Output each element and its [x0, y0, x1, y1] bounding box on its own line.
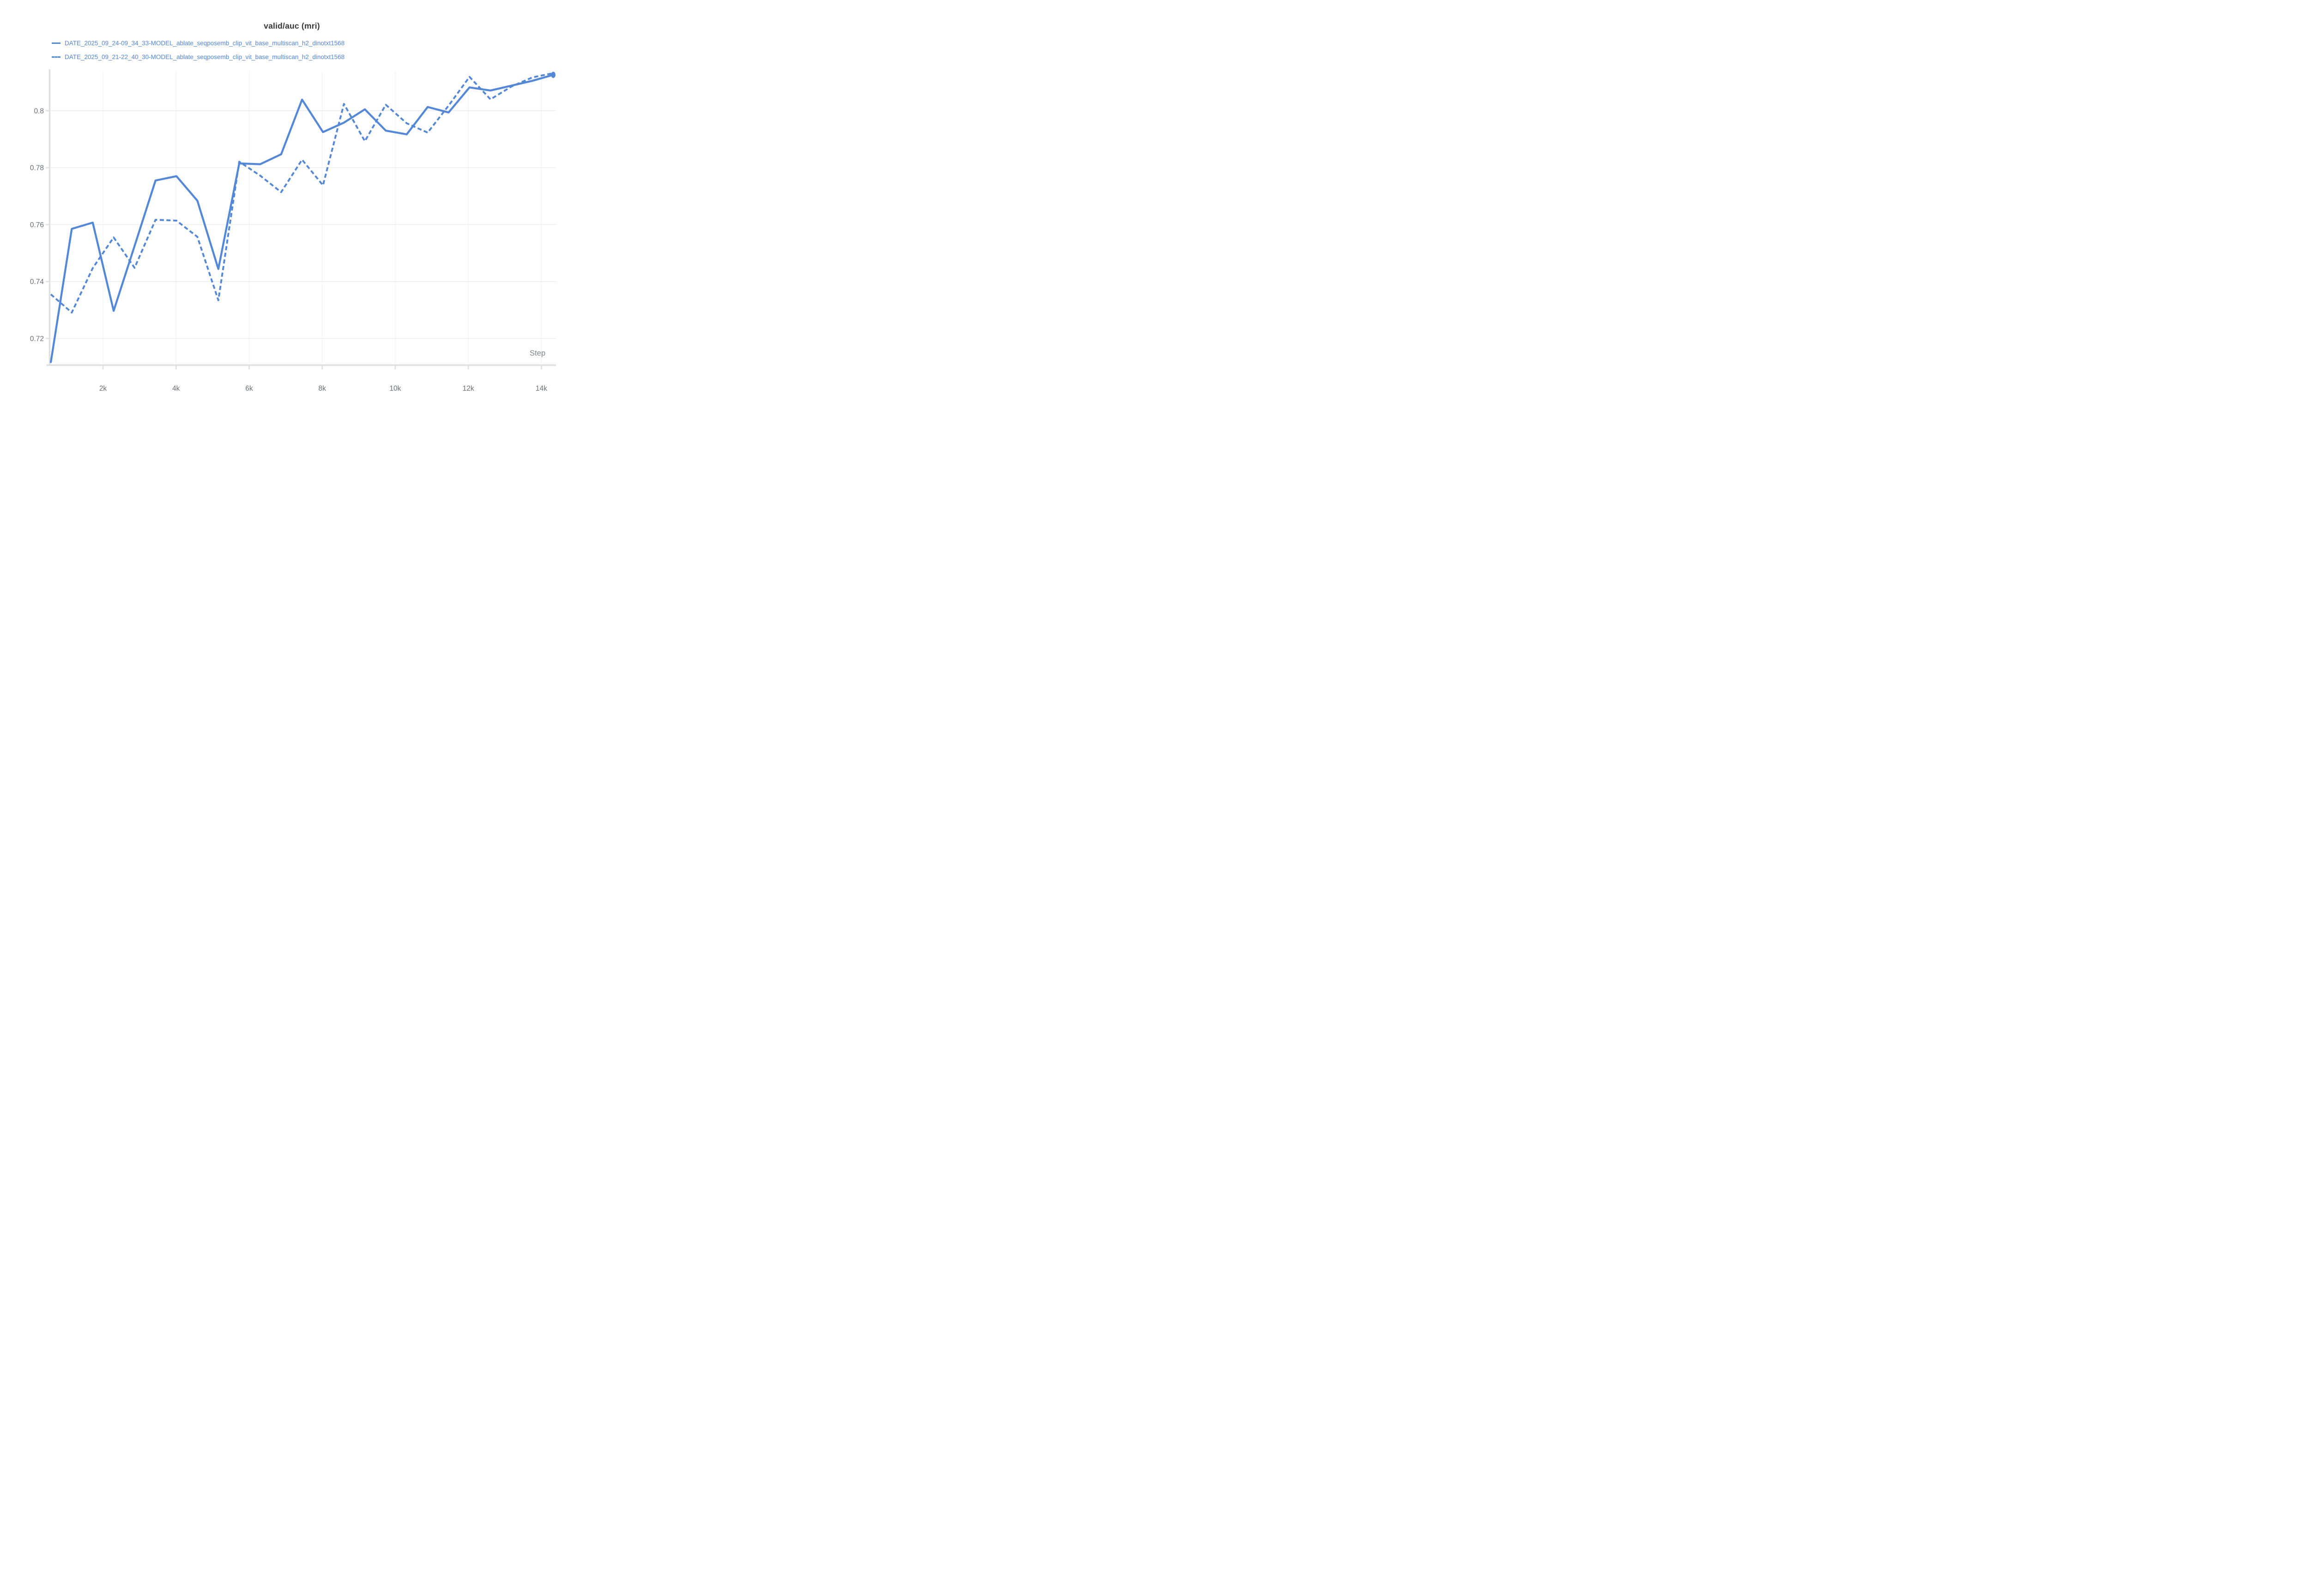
- legend-label-run1[interactable]: DATE_2025_09_24-09_34_33-MODEL_ablate_se…: [65, 40, 345, 47]
- chart-title: valid/auc (mri): [264, 21, 320, 30]
- legend-item-run1[interactable]: DATE_2025_09_24-09_34_33-MODEL_ablate_se…: [52, 40, 345, 47]
- x-axis-label: Step: [530, 349, 545, 357]
- legend-label-run2[interactable]: DATE_2025_09_21-22_40_30-MODEL_ablate_se…: [65, 54, 345, 60]
- x-tick-label: 10k: [389, 385, 401, 393]
- x-tick-label: 2k: [99, 385, 107, 393]
- y-tick-label: 0.74: [30, 278, 44, 286]
- x-tick-label: 6k: [245, 385, 253, 393]
- plot-area[interactable]: 2k 4k 6k 8k 10k 12k 14k 0.72 0.74 0.76 0.78 0.8 Step: [0, 0, 584, 399]
- series-end-dot: [551, 72, 556, 78]
- series-line-1-solid[interactable]: [49, 73, 555, 363]
- y-tick-label: 0.8: [34, 107, 44, 115]
- legend-item-run2[interactable]: DATE_2025_09_21-22_40_30-MODEL_ablate_se…: [52, 54, 345, 60]
- x-tick-label: 8k: [318, 385, 326, 393]
- legend-swatch-solid-line-icon: [52, 42, 60, 44]
- y-tick-label: 0.76: [30, 221, 44, 229]
- y-tick-label: 0.78: [30, 164, 44, 172]
- y-tick-label: 0.72: [30, 335, 44, 343]
- x-tick-label: 4k: [172, 385, 180, 393]
- x-tick-label: 14k: [536, 385, 547, 393]
- legend: DATE_2025_09_24-09_34_33-MODEL_ablate_se…: [52, 40, 345, 67]
- legend-swatch-dashed-line-icon: [52, 56, 60, 58]
- series-line-2-dashed[interactable]: [50, 72, 554, 314]
- x-tick-label: 12k: [463, 385, 474, 393]
- wandb-chart-panel: valid/auc (mri) DATE_2025_09_24-09_34_33…: [0, 0, 584, 399]
